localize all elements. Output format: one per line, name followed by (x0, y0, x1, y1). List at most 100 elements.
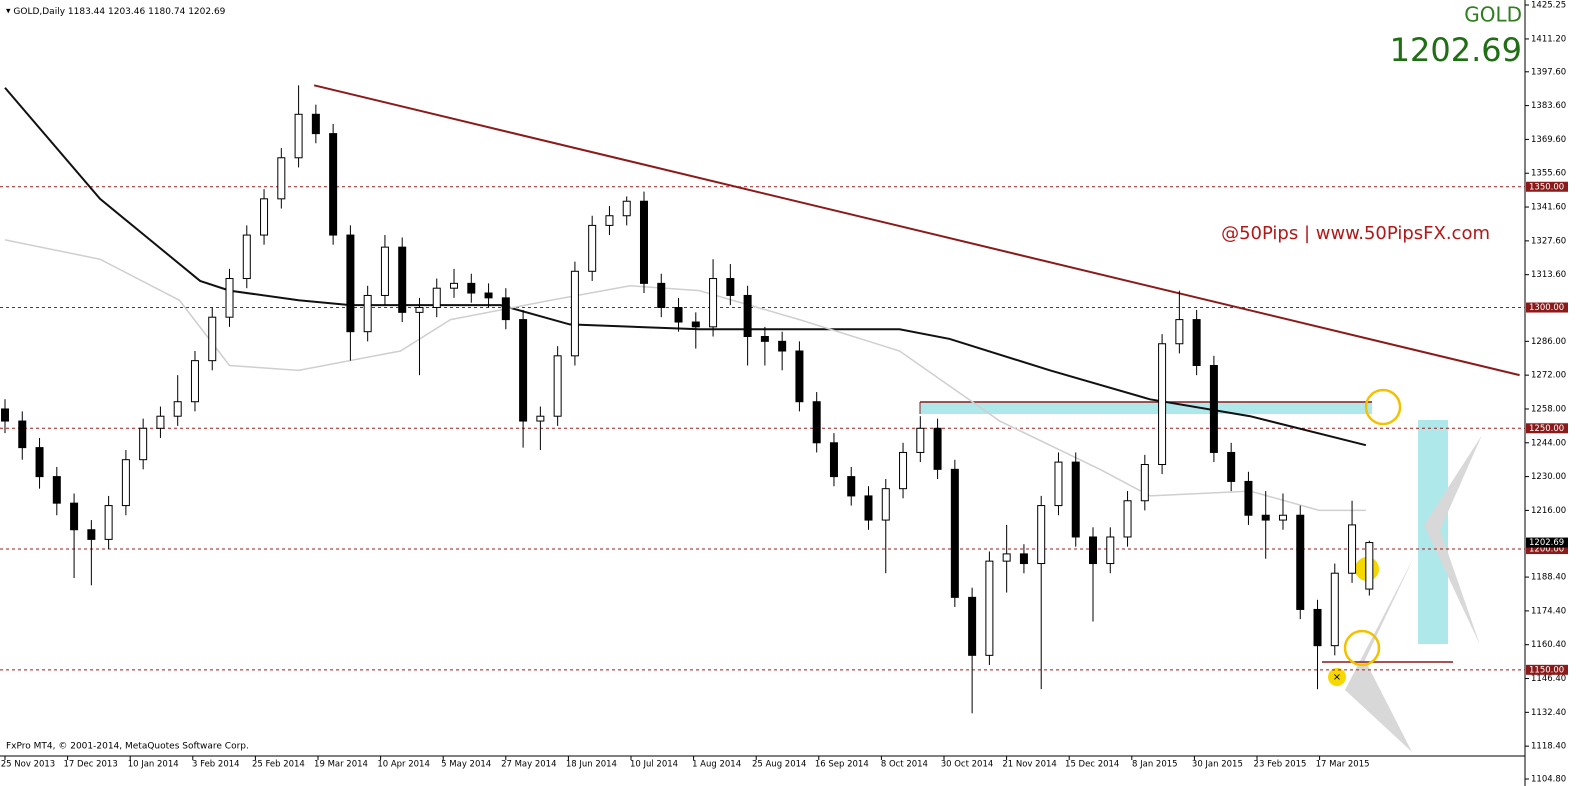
candle-body (985, 560, 994, 656)
x-tick-label: 5 May 2014 (441, 760, 491, 770)
candle-body (1296, 514, 1305, 610)
y-tick-label: 1369.60 (1531, 135, 1566, 145)
x-tick-label: 1 Aug 2014 (692, 760, 741, 770)
candle-body (398, 246, 407, 313)
header: ▾ GOLD,Daily 1183.44 1203.46 1180.74 120… (6, 7, 226, 17)
candle-body (1106, 536, 1115, 565)
y-tick-label: 1118.40 (1531, 742, 1566, 752)
candle-body (1365, 542, 1374, 590)
candle-body (899, 451, 908, 490)
level-tag (1526, 181, 1568, 192)
candle-body (1140, 464, 1149, 502)
y-tick-label: 1397.60 (1531, 67, 1566, 77)
candle-body (260, 198, 269, 236)
candle-body (933, 427, 942, 470)
candle-body (139, 427, 148, 461)
y-tick-label: 1411.20 (1531, 34, 1566, 44)
level-tag (1526, 423, 1568, 434)
y-tick-label: 1188.40 (1531, 573, 1566, 583)
level-label: 1250.00 (1529, 424, 1564, 434)
candle-body (208, 316, 217, 362)
y-tick-label: 1230.00 (1531, 472, 1566, 482)
pattern (1345, 555, 1415, 752)
candle-body (950, 468, 959, 598)
price-tag-label: 1202.69 (1529, 538, 1564, 548)
candle-body (881, 488, 890, 521)
marker: × (1333, 672, 1341, 683)
candle-body (916, 427, 925, 453)
y-tick-label: 1132.40 (1531, 708, 1566, 718)
candle-body (415, 307, 424, 313)
candle-body (432, 287, 441, 309)
candle-body (570, 270, 579, 357)
symbol-name: GOLD (1464, 3, 1522, 27)
pattern (1424, 435, 1482, 645)
candle-body (709, 278, 718, 328)
y-tick-label: 1313.60 (1531, 270, 1566, 280)
candle-body (70, 502, 79, 531)
y-tick-label: 1425.25 (1531, 1, 1566, 11)
candle-body (588, 224, 597, 272)
candle-body (1175, 319, 1184, 345)
candle-body (18, 420, 27, 449)
candle-body (726, 278, 735, 296)
candle-body (847, 476, 856, 497)
candle-body (346, 234, 355, 333)
y-tick-label: 1341.60 (1531, 203, 1566, 213)
candle-body (173, 401, 182, 417)
x-tick-label: 30 Oct 2014 (941, 760, 994, 770)
y-tick-label: 1160.40 (1531, 640, 1566, 650)
copyright: FxPro MT4, © 2001-2014, MetaQuotes Softw… (6, 742, 249, 752)
candle-body (277, 157, 286, 200)
candle-body (380, 246, 389, 296)
candle-body (1209, 364, 1218, 453)
candle-body (242, 234, 251, 280)
candle-body (639, 200, 648, 284)
candle-body (225, 278, 234, 318)
candle-body (190, 360, 199, 403)
x-tick-label: 17 Mar 2015 (1316, 760, 1370, 770)
x-tick-label: 16 Sep 2014 (815, 760, 869, 770)
candle-body (1054, 461, 1063, 507)
candle-body (121, 459, 130, 507)
level-label: 1200.00 (1529, 545, 1564, 555)
candle-body (52, 476, 61, 504)
candle-body (1071, 461, 1080, 538)
header-symbol: GOLD,Daily (13, 7, 65, 17)
candle-body (1330, 572, 1339, 647)
candle-body (104, 505, 113, 540)
candle-body (536, 415, 545, 422)
highlight (1328, 668, 1346, 686)
x-tick-label: 19 Mar 2014 (314, 760, 368, 770)
x-tick-label: 25 Aug 2014 (752, 760, 806, 770)
zone (920, 402, 1372, 414)
candle-body (467, 282, 476, 294)
y-tick-label: 1216.00 (1531, 506, 1566, 516)
level-label: 1300.00 (1529, 303, 1564, 313)
candle-body (1278, 514, 1287, 521)
y-tick-label: 1104.80 (1531, 775, 1566, 785)
candle-body (829, 442, 838, 478)
candle-body (1, 408, 9, 422)
candle-body (329, 133, 338, 236)
x-tick-label: 10 Jan 2014 (128, 760, 179, 770)
candle-body (1037, 505, 1046, 565)
y-tick-label: 1244.00 (1531, 438, 1566, 448)
candle-body (501, 297, 510, 321)
candle-body (1192, 319, 1201, 366)
candle-body (778, 340, 787, 352)
level-tag (1526, 302, 1568, 313)
candle-body (1002, 553, 1011, 562)
x-tick-label: 8 Jan 2015 (1132, 760, 1178, 770)
x-tick-label: 27 May 2014 (501, 760, 556, 770)
last-price: 1202.69 (1390, 31, 1522, 69)
candle-body (1261, 514, 1270, 521)
y-tick-label: 1258.00 (1531, 404, 1566, 414)
candle-body (363, 294, 372, 333)
candle-body (795, 350, 804, 403)
candle-body (864, 495, 873, 521)
x-tick-label: 10 Apr 2014 (377, 760, 430, 770)
candle-body (1244, 480, 1253, 516)
highlight (1364, 388, 1402, 426)
